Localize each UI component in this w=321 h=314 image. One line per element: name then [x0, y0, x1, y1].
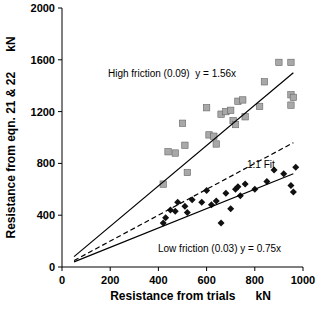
annotation: 1:1 Fit [247, 159, 275, 170]
x-tick-label: 600 [197, 274, 215, 286]
y-tick [58, 215, 62, 216]
diamond-point [292, 164, 299, 171]
square-point [288, 102, 294, 108]
diamond-point [242, 181, 249, 188]
x-tick [158, 267, 159, 271]
y-axis [62, 8, 63, 267]
square-point [165, 149, 171, 155]
square-point [184, 169, 190, 175]
square-point [290, 94, 296, 100]
annotation: High friction (0.09) y = 1.56x [108, 68, 236, 79]
diamond-point [218, 219, 225, 226]
x-tick [206, 267, 207, 271]
square-point [211, 133, 217, 139]
diamond-point [172, 208, 179, 215]
y-tick [58, 8, 62, 9]
square-point [256, 103, 262, 109]
diamond-point [198, 199, 205, 206]
chart: 0 400 800 1200 1600 2000 0 200 400 600 800 1000 Resi… [0, 0, 321, 314]
y-tick [58, 111, 62, 112]
x-tick-label: 0 [59, 274, 65, 286]
diamond-point [290, 188, 297, 195]
square-point [182, 142, 188, 148]
square-point [228, 107, 234, 113]
y-axis-label: Resistance from eqn. 21 & 22 kN [4, 36, 18, 238]
diamond-point [234, 183, 241, 190]
x-tick [62, 267, 63, 271]
plot-area [74, 59, 299, 262]
diamond-point [222, 190, 229, 197]
x-axis [62, 267, 303, 268]
x-tick-label: 800 [246, 274, 264, 286]
x-tick [110, 267, 111, 271]
square-point [179, 120, 185, 126]
y-tick-label: 1200 [31, 106, 55, 118]
fit-line [74, 174, 293, 262]
square-point [232, 121, 238, 127]
y-tick-label: 1600 [31, 54, 55, 66]
diamond-point [189, 196, 196, 203]
y-tick-label: 800 [37, 157, 55, 169]
fit-line [74, 143, 293, 261]
x-tick [303, 267, 304, 271]
fit-line [74, 73, 293, 257]
diamond-point [174, 199, 181, 206]
y-tick [58, 59, 62, 60]
diamond-point [227, 205, 234, 212]
square-point [276, 59, 282, 65]
annotation: Low friction (0.03) y = 0.75x [158, 243, 281, 254]
square-point [240, 97, 246, 103]
x-tick-label: 400 [149, 274, 167, 286]
square-point [172, 150, 178, 156]
y-tick-label: 400 [37, 209, 55, 221]
x-tick [254, 267, 255, 271]
diamond-point [181, 203, 188, 210]
x-axis-label: Resistance from trials kN [110, 289, 271, 303]
y-tick [58, 267, 62, 268]
diamond-point [287, 182, 294, 189]
y-tick-label: 2000 [31, 2, 55, 14]
y-tick-label: 0 [49, 261, 55, 273]
x-tick-label: 200 [101, 274, 119, 286]
x-tick-label: 1000 [291, 274, 315, 286]
square-point [261, 79, 267, 85]
y-tick [58, 163, 62, 164]
square-point [203, 105, 209, 111]
square-point [213, 141, 219, 147]
diamond-point [162, 214, 169, 221]
square-point [288, 59, 294, 65]
